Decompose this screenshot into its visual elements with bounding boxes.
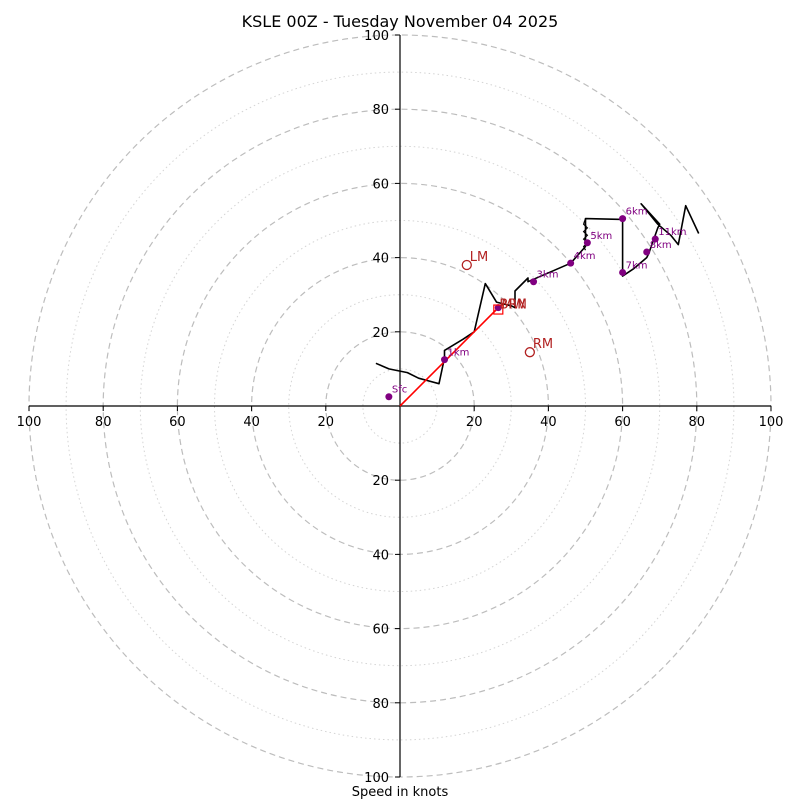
x-tick-label: 80 [689, 415, 706, 430]
height-label: 6km [626, 207, 648, 218]
height-label: 8km [650, 240, 672, 251]
height-point [385, 393, 393, 401]
height-point [494, 304, 502, 312]
storm-motion-label: LM [470, 250, 488, 265]
height-point [651, 235, 659, 243]
storm-motion-label: RM [533, 337, 553, 352]
x-tick-label: 40 [540, 415, 557, 430]
height-point [530, 278, 538, 286]
y-tick-label: 20 [372, 326, 389, 341]
x-tick-label: 60 [169, 415, 186, 430]
height-label: 7km [626, 260, 648, 271]
wind-profile-trace [375, 203, 700, 385]
height-point [619, 215, 627, 223]
tick-labels: 100 80 60 40 20 20 40 60 80 100 100 80 60 40 20 20 40 60 8… [17, 29, 784, 786]
y-tick-label: 40 [372, 548, 389, 563]
x-tick-label: 20 [466, 415, 483, 430]
wind-profile-zigzag [582, 218, 589, 251]
x-tick-label: 60 [614, 415, 631, 430]
brn-label: BRN [499, 298, 527, 313]
mean-wind-marker [493, 304, 504, 315]
y-tick-label: 100 [364, 29, 389, 44]
x-tick-label: 20 [318, 415, 335, 430]
x-tick-label: 100 [759, 415, 784, 430]
height-label: 3km [537, 270, 559, 281]
y-tick-label: 100 [364, 771, 389, 786]
x-tick-label: 40 [243, 415, 260, 430]
x-axis-label: Speed in knots [352, 785, 449, 800]
height-label: 5km [590, 231, 612, 242]
height-label: 1km [448, 348, 470, 359]
y-tick-label: 20 [372, 474, 389, 489]
y-tick-label: 80 [372, 103, 389, 118]
height-label: Sfc [392, 385, 407, 396]
y-tick-label: 40 [372, 252, 389, 267]
height-point [583, 239, 591, 247]
height-point [619, 268, 627, 276]
x-tick-label: 100 [17, 415, 42, 430]
mean-wind-label: MW [501, 298, 525, 313]
height-point [567, 259, 575, 267]
storm-motion-circle [461, 259, 472, 271]
x-tick-label: 80 [95, 415, 112, 430]
height-point [643, 248, 651, 256]
mean-wind-line [399, 308, 498, 407]
height-label: 11km [658, 227, 686, 238]
height-label: 4km [574, 251, 596, 262]
y-tick-label: 60 [372, 623, 389, 638]
height-point [441, 356, 449, 364]
y-tick-label: 60 [372, 177, 389, 192]
storm-motion-circle [524, 347, 535, 358]
hodograph-series [375, 203, 700, 407]
y-tick-label: 80 [372, 697, 389, 712]
chart-title: KSLE 00Z - Tuesday November 04 2025 [242, 12, 559, 31]
